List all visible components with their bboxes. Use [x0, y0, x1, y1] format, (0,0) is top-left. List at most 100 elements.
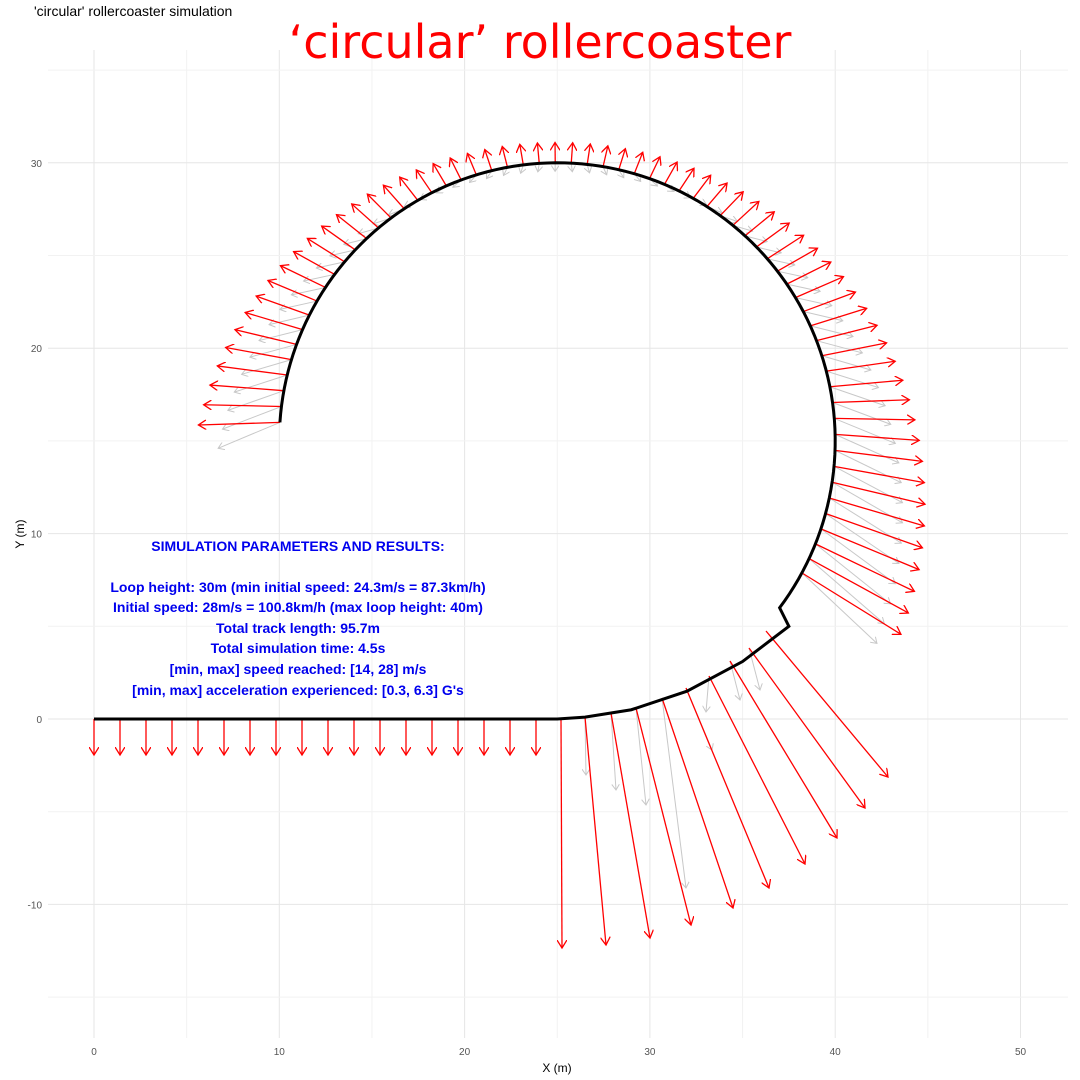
velocity-arrow — [808, 558, 884, 624]
acceleration-arrow — [678, 168, 694, 192]
velocity-arrow — [242, 359, 292, 375]
x-tick-label: 20 — [459, 1047, 471, 1058]
acceleration-arrow — [336, 215, 368, 240]
acceleration-arrow — [502, 146, 507, 168]
acceleration-arrow — [467, 153, 478, 176]
velocity-arrow — [706, 675, 709, 712]
acceleration-arrow — [294, 252, 336, 275]
annotation-line-0: SIMULATION PARAMETERS AND RESULTS: — [151, 538, 444, 554]
velocity-arrow — [821, 355, 871, 370]
velocity-arrow — [218, 421, 281, 448]
velocity-arrow — [803, 311, 843, 321]
acceleration-arrow — [821, 343, 887, 357]
annotation-line-5: Total simulation time: 4.5s — [211, 640, 386, 656]
acceleration-arrow — [485, 149, 493, 171]
acceleration-arrow — [352, 204, 380, 229]
acceleration-arrow — [584, 716, 606, 945]
acceleration-arrow — [834, 418, 915, 419]
x-tick-label: 40 — [830, 1047, 842, 1058]
acceleration-arrow — [820, 528, 919, 570]
velocity-arrow — [635, 707, 646, 805]
y-axis-label: Y (m) — [13, 519, 27, 548]
velocity-arrow — [815, 543, 890, 604]
acceleration-arrow — [416, 170, 433, 194]
acceleration-arrow — [587, 144, 590, 165]
annotation-line-6: [min, max] speed reached: [14, 28] m/s — [170, 661, 427, 677]
y-tick-label: -10 — [28, 900, 43, 911]
acceleration-arrow — [835, 433, 919, 440]
acceleration-arrow — [808, 558, 908, 613]
acceleration-arrow — [618, 149, 626, 171]
acceleration-arrow — [708, 675, 805, 864]
acceleration-arrow — [210, 385, 284, 392]
velocity-arrow — [585, 716, 586, 775]
annotation-line-7: [min, max] acceleration experienced: [0.… — [132, 682, 464, 698]
acceleration-arrow — [810, 308, 866, 327]
velocity-arrow — [250, 343, 297, 357]
chart-title: ‘circular’ rollercoaster — [289, 15, 792, 69]
acceleration-arrow — [268, 280, 318, 302]
acceleration-arrow — [400, 177, 419, 201]
velocity-arrow — [801, 572, 877, 644]
y-tick-label: 0 — [36, 715, 42, 726]
velocity-arrow — [222, 406, 282, 429]
acceleration-arrow — [661, 697, 733, 908]
acceleration-arrow — [561, 718, 562, 948]
acceleration-arrow — [648, 157, 660, 179]
velocity-arrow — [344, 238, 367, 245]
velocity-arrow — [291, 286, 326, 294]
acceleration-arrow — [829, 497, 924, 526]
acceleration-arrow — [383, 185, 405, 210]
velocity-arrow — [538, 163, 539, 172]
acceleration-arrow — [450, 158, 462, 181]
velocity-arrow — [816, 340, 862, 353]
acceleration-arrow — [635, 707, 691, 925]
acceleration-arrow — [307, 238, 345, 263]
acceleration-arrow — [204, 405, 282, 407]
acceleration-arrow — [610, 712, 650, 938]
acceleration-arrow — [765, 630, 888, 777]
acceleration-arrow — [795, 277, 843, 299]
acceleration-arrow — [756, 223, 789, 248]
track-path — [94, 161, 837, 721]
velocity-arrow — [826, 370, 878, 387]
y-tick-label: 30 — [31, 159, 43, 170]
velocity-arrow — [829, 386, 885, 406]
acceleration-arrow — [537, 143, 539, 164]
acceleration-arrow — [367, 194, 392, 219]
velocity-arrow — [795, 297, 831, 306]
acceleration-arrow — [825, 512, 923, 548]
annotation-line-3: Initial speed: 28m/s = 100.8km/h (max lo… — [113, 599, 483, 615]
velocity-arrow — [269, 314, 310, 325]
axis-ticks: 0 10 20 30 40 50 -10 0 10 20 30 — [28, 159, 1027, 1058]
acceleration-arrow — [235, 330, 297, 346]
acceleration-arrow — [834, 449, 922, 461]
acceleration-arrow — [226, 347, 292, 361]
acceleration-arrow — [777, 248, 817, 272]
x-tick-label: 50 — [1015, 1047, 1027, 1058]
x-tick-label: 30 — [644, 1047, 656, 1058]
acceleration-arrow — [786, 262, 831, 285]
acceleration-arrow — [826, 361, 895, 372]
acceleration-arrow — [832, 400, 910, 403]
velocity-arrow — [610, 712, 616, 790]
annotation-line-4: Total track length: 95.7m — [216, 620, 380, 636]
acceleration-arrow — [829, 380, 903, 388]
velocity-arrow — [280, 300, 318, 309]
velocity-arrow — [810, 325, 853, 337]
acceleration-arrow — [732, 201, 759, 226]
velocity-arrows — [218, 162, 902, 888]
acceleration-arrow — [816, 325, 877, 342]
acceleration-arrow — [198, 422, 280, 425]
acceleration-arrow — [280, 266, 326, 289]
acceleration-arrow — [322, 226, 356, 251]
acceleration-arrow — [706, 183, 727, 208]
acceleration-arrow — [663, 162, 677, 185]
acceleration-arrow — [433, 164, 447, 187]
acceleration-arrow — [571, 143, 572, 164]
acceleration-arrow — [766, 235, 803, 260]
velocity-arrow — [834, 449, 901, 482]
acceleration-arrow — [245, 312, 303, 331]
velocity-arrow — [744, 235, 767, 242]
